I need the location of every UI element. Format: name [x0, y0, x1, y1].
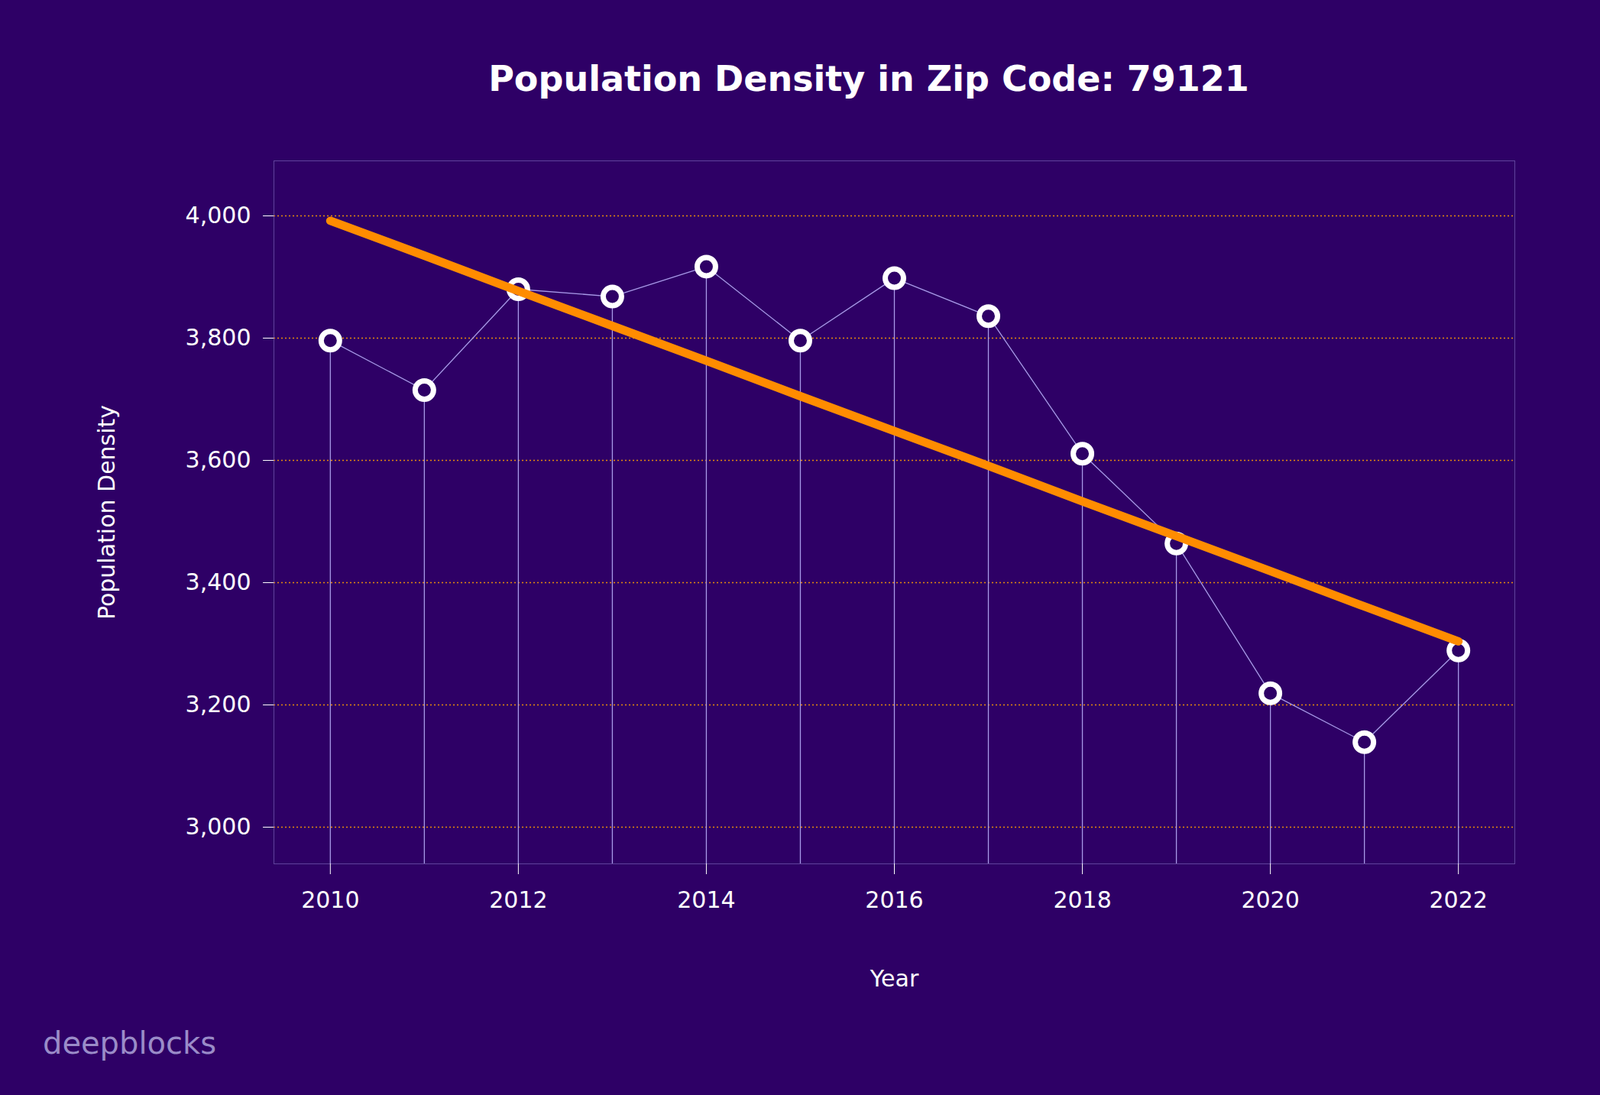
svg-text:2022: 2022	[1429, 886, 1488, 914]
svg-text:2010: 2010	[301, 886, 360, 914]
svg-text:4,000: 4,000	[185, 201, 252, 229]
svg-text:3,400: 3,400	[185, 568, 252, 596]
svg-text:2020: 2020	[1240, 886, 1299, 914]
svg-text:Population Density: Population Density	[93, 404, 120, 620]
svg-text:2018: 2018	[1052, 886, 1111, 914]
svg-text:Year: Year	[869, 965, 920, 992]
svg-text:3,200: 3,200	[185, 690, 252, 718]
svg-text:2014: 2014	[676, 886, 736, 914]
svg-text:3,800: 3,800	[185, 323, 252, 351]
svg-text:2012: 2012	[489, 886, 548, 914]
svg-text:3,000: 3,000	[185, 812, 252, 840]
svg-text:3,600: 3,600	[185, 446, 252, 473]
html-text:deepblocks: deepblocks	[42, 1025, 217, 1061]
svg-text:2016: 2016	[864, 886, 924, 914]
html-text:Population Density in Zip Code: Population Density in Zip Code: 79121	[488, 58, 1250, 100]
